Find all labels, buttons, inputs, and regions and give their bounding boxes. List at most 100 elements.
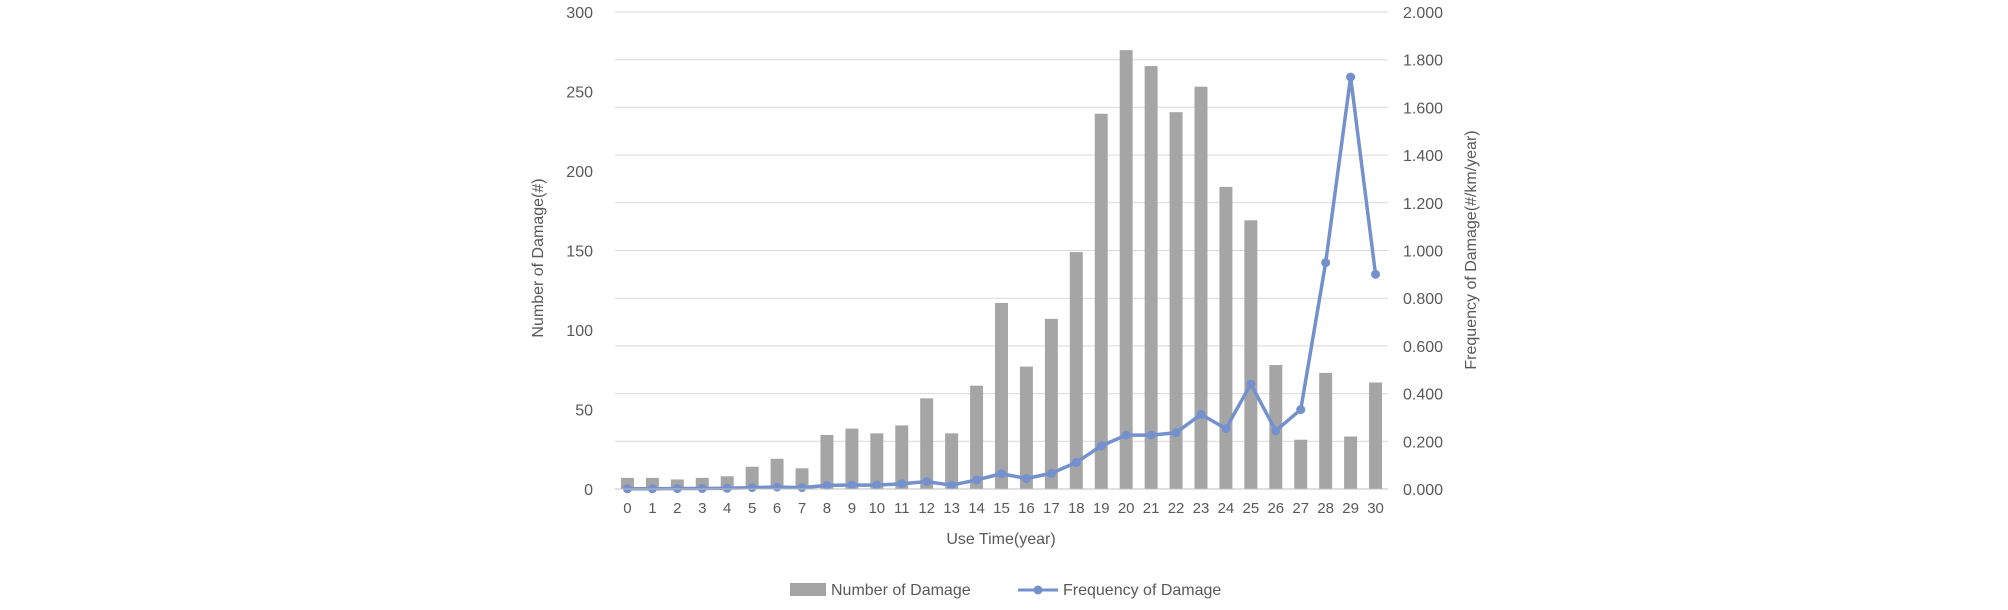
line-point: [1096, 441, 1106, 451]
bar: [1344, 436, 1358, 489]
gridlines: [615, 11, 1388, 442]
left-y-tick-label: 50: [575, 403, 593, 420]
right-y-tick-label: 1.200: [1403, 196, 1443, 213]
x-tick-label: 19: [1093, 500, 1110, 517]
x-axis-title: Use Time(year): [946, 531, 1055, 548]
x-tick-label: 22: [1168, 500, 1185, 517]
x-tick-label: 13: [943, 500, 960, 517]
bar: [1369, 382, 1383, 489]
line-point: [847, 480, 857, 490]
right-y-tick-label: 0.200: [1403, 434, 1443, 451]
line-point: [1246, 379, 1256, 389]
line-point: [1371, 269, 1381, 279]
x-tick-label: 0: [623, 500, 631, 517]
bar: [620, 477, 634, 489]
legend-label-frequency-of-damage: Frequency of Damage: [1063, 582, 1221, 599]
line-point: [922, 477, 932, 487]
bar: [1044, 318, 1058, 489]
line-point: [1196, 409, 1206, 419]
x-tick-label: 20: [1118, 500, 1135, 517]
x-tick-label: 21: [1143, 500, 1160, 517]
x-tick-label: 12: [918, 500, 935, 517]
line-point: [1171, 428, 1181, 438]
right-y-axis-title: Frequency of Damage(#/km/year): [1463, 130, 1480, 369]
bar: [645, 477, 659, 489]
x-tick-label: 26: [1267, 500, 1284, 517]
x-tick-label: 24: [1218, 500, 1235, 517]
line-point: [1121, 430, 1131, 440]
bar: [795, 468, 809, 489]
bar: [870, 433, 884, 489]
left-y-tick-label: 150: [566, 244, 593, 261]
legend: Number of Damage Frequency of Damage: [790, 582, 1221, 599]
x-tick-label: 15: [993, 500, 1010, 517]
line-point: [872, 480, 882, 490]
x-tick-label: 3: [698, 500, 706, 517]
bar: [1119, 50, 1133, 489]
bar: [1094, 113, 1108, 489]
line-point: [947, 480, 957, 490]
bar-series: [620, 50, 1383, 490]
right-y-tick-label: 0.800: [1403, 291, 1443, 308]
right-y-tick-label: 1.400: [1403, 148, 1443, 165]
x-tick-label: 30: [1367, 500, 1384, 517]
bar: [1169, 112, 1183, 490]
left-y-tick-label: 200: [566, 164, 593, 181]
legend-swatch-number-of-damage: [790, 583, 826, 596]
line-point: [1071, 458, 1081, 468]
bar: [1144, 66, 1158, 489]
bar: [695, 477, 709, 489]
x-tick-label: 4: [723, 500, 731, 517]
right-y-tick-label: 2.000: [1403, 5, 1443, 22]
line-point: [1021, 474, 1031, 484]
x-tick-label: 17: [1043, 500, 1060, 517]
bar: [1319, 372, 1333, 489]
line-point: [1296, 405, 1306, 415]
line-point: [822, 480, 832, 490]
left-y-axis-title: Number of Damage(#): [530, 178, 547, 337]
x-tick-label: 6: [773, 500, 781, 517]
line-point: [972, 475, 982, 485]
bar: [1219, 186, 1233, 489]
bar: [945, 433, 959, 489]
x-tick-label: 11: [894, 500, 910, 517]
bar: [895, 425, 909, 489]
x-tick-label: 14: [968, 500, 985, 517]
line-point: [1321, 258, 1331, 268]
x-tick-label: 27: [1292, 500, 1309, 517]
x-tick-label: 18: [1068, 500, 1085, 517]
legend-label-number-of-damage: Number of Damage: [831, 582, 971, 599]
line-series: [622, 72, 1381, 494]
line-point: [722, 483, 732, 493]
line-point: [897, 479, 907, 489]
bar: [1019, 366, 1033, 489]
line-point: [772, 482, 782, 492]
line-point: [1146, 430, 1156, 440]
bar: [920, 398, 934, 489]
x-tick-label: 7: [798, 500, 806, 517]
axes: 0501001502002503000.0000.2000.4000.6000.…: [566, 5, 1443, 517]
line-point: [1221, 424, 1231, 434]
axis-titles: Use Time(year) Number of Damage(#) Frequ…: [530, 130, 1480, 548]
x-tick-label: 16: [1018, 500, 1035, 517]
x-tick-label: 9: [848, 500, 856, 517]
right-y-tick-label: 1.000: [1403, 244, 1443, 261]
bar: [845, 428, 859, 489]
bar: [770, 458, 784, 489]
bar: [1244, 220, 1258, 490]
bar: [1069, 252, 1083, 489]
x-tick-label: 1: [648, 500, 656, 517]
bar: [1294, 439, 1308, 489]
bar: [820, 434, 834, 489]
x-tick-label: 8: [823, 500, 831, 517]
right-y-tick-label: 1.600: [1403, 100, 1443, 117]
x-tick-label: 29: [1342, 500, 1359, 517]
x-tick-label: 5: [748, 500, 756, 517]
x-tick-label: 23: [1193, 500, 1210, 517]
x-tick-label: 25: [1243, 500, 1260, 517]
legend-marker-frequency-of-damage: [1033, 585, 1043, 595]
line-point: [1346, 72, 1356, 82]
line-point: [997, 469, 1006, 479]
